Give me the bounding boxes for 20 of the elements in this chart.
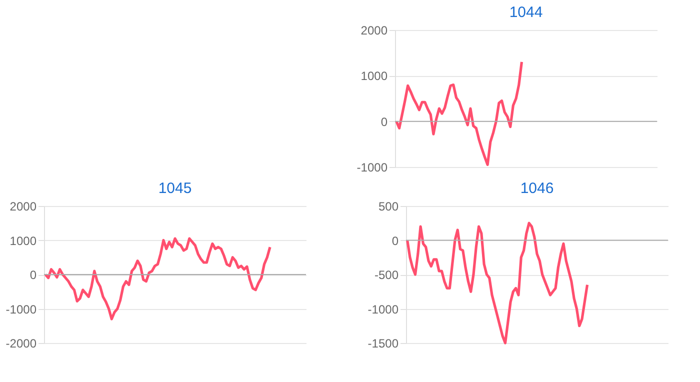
y-tick-label: 0: [380, 114, 388, 129]
y-tick-label: 1000: [360, 69, 388, 84]
chart-title: 1046: [520, 180, 554, 197]
y-tick-label: -500: [374, 268, 399, 282]
chart-title: 1045: [158, 180, 192, 197]
line-series: [44, 237, 272, 320]
line-series: [406, 222, 589, 344]
chart-title: 1044: [509, 4, 543, 21]
y-tick-label: 2000: [10, 200, 37, 214]
y-tick-label: 0: [30, 268, 37, 282]
y-tick-label: 500: [378, 200, 399, 214]
y-tick-label: 0: [392, 234, 399, 248]
line-series: [395, 60, 524, 166]
y-tick-label: -1000: [368, 302, 399, 316]
y-tick-label: 1000: [10, 234, 37, 248]
y-tick-label: 2000: [360, 24, 388, 38]
y-tick-label: -1500: [368, 336, 399, 350]
y-tick-label: -1000: [356, 160, 388, 174]
y-tick-label: -2000: [6, 336, 37, 350]
y-tick-label: -1000: [6, 302, 37, 316]
